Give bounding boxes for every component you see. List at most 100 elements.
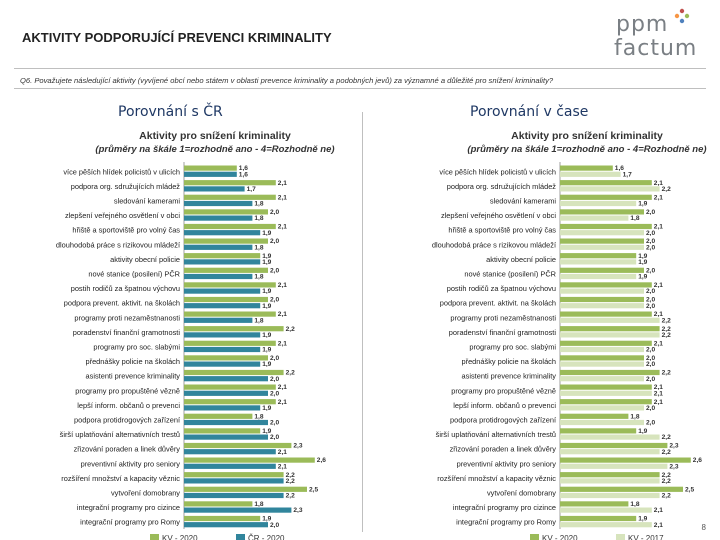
category-label: hřiště a sportoviště pro volný čas: [448, 226, 556, 235]
bar-primary: [184, 340, 276, 346]
category-label: poradenství finanční gramotnosti: [449, 328, 557, 337]
category-label: širší uplatňování alternativních trestů: [436, 430, 556, 439]
chart-left: Aktivity pro snížení kriminality (průměry…: [56, 130, 335, 540]
data-label: 2,2: [662, 472, 671, 479]
bar-secondary: [184, 230, 261, 236]
category-label: preventivní aktivity pro seniory: [457, 459, 557, 468]
bar-primary: [184, 457, 315, 463]
category-label: podpora org. sdružujících mládež: [71, 182, 181, 191]
data-label: 2,0: [270, 297, 279, 304]
category-label: hřiště a sportoviště pro volný čas: [72, 226, 180, 235]
data-label: 1,6: [615, 165, 624, 172]
bar-secondary: [184, 419, 268, 426]
bar-primary: [560, 194, 652, 200]
bar-primary: [184, 282, 276, 288]
bar-primary: [184, 194, 276, 200]
data-label: 2,3: [293, 443, 302, 450]
bar-secondary: [184, 405, 261, 411]
bar-secondary: [560, 478, 660, 484]
data-label: 2,1: [278, 463, 287, 470]
category-label: vytvoření domobrany: [487, 489, 556, 498]
bar-primary: [560, 413, 629, 419]
data-label: 1,7: [623, 171, 632, 178]
data-label: 2,1: [654, 390, 663, 397]
data-label: 1,8: [254, 274, 263, 281]
logo-line-2: factum: [614, 36, 698, 61]
category-label: podpora prevent. aktivit. na školách: [64, 299, 180, 308]
data-label: 2,0: [270, 267, 279, 274]
bar-primary: [184, 384, 276, 390]
bar-secondary: [184, 376, 268, 382]
data-label: 2,2: [286, 370, 295, 377]
bar-secondary: [184, 303, 261, 309]
data-label: 1,9: [262, 230, 271, 237]
category-label: zřizování poraden a linek důvěry: [74, 445, 181, 454]
data-label: 2,1: [278, 180, 287, 187]
data-label: 2,2: [662, 326, 671, 333]
bar-secondary: [560, 419, 644, 426]
data-label: 1,9: [262, 428, 271, 435]
legend-swatch: [530, 534, 539, 540]
data-label: 2,2: [286, 493, 295, 500]
bar-secondary: [184, 171, 237, 177]
bar-primary: [560, 472, 660, 478]
category-label: programy proti nezaměstnanosti: [450, 313, 556, 322]
chart-right: Aktivity pro snížení kriminality (průměry…: [432, 130, 707, 540]
category-label: podpora protidrogových zařízení: [450, 416, 557, 425]
data-label: 1,8: [254, 501, 263, 508]
bar-primary: [560, 223, 652, 230]
data-label: 2,0: [270, 522, 279, 529]
data-label: 1,9: [638, 201, 647, 208]
category-label: širší uplatňování alternativních trestů: [60, 430, 180, 439]
category-label: vytvoření domobrany: [111, 489, 180, 498]
category-label: asistenti prevence kriminality: [462, 372, 557, 381]
bar-primary: [560, 326, 660, 332]
data-label: 2,2: [286, 472, 295, 479]
data-label: 2,0: [646, 230, 655, 237]
bar-secondary: [560, 317, 660, 323]
category-label: integrační programy pro cizince: [77, 503, 180, 512]
data-label: 2,1: [654, 311, 663, 318]
data-label: 2,1: [278, 224, 287, 231]
category-label: zlepšení veřejného osvětlení v obci: [441, 211, 556, 220]
left-section-heading: Porovnání s ČR: [118, 104, 223, 120]
bar-secondary: [560, 230, 644, 236]
category-label: aktivity obecní policie: [486, 255, 556, 264]
category-label: programy pro soc. slabými: [93, 343, 180, 352]
ppm-factum-logo: ppm factum: [610, 8, 698, 64]
data-label: 1,9: [638, 428, 647, 435]
bar-primary: [560, 399, 652, 405]
bar-primary: [184, 238, 268, 244]
bar-primary: [184, 369, 284, 376]
header-divider: [14, 68, 706, 69]
bar-secondary: [560, 332, 660, 338]
category-label: dlouhodobá práce s rizikovou mládeží: [56, 240, 181, 249]
data-label: 2,1: [278, 340, 287, 347]
category-label: integrační programy pro Romy: [80, 518, 180, 527]
legend-label: KV - 2020: [162, 534, 198, 540]
data-label: 2,0: [270, 376, 279, 383]
data-label: 2,2: [286, 326, 295, 333]
data-label: 2,0: [646, 288, 655, 295]
bar-primary: [560, 501, 629, 507]
data-label: 2,0: [270, 434, 279, 441]
data-label: 2,1: [654, 180, 663, 187]
bar-primary: [184, 223, 276, 230]
data-label: 1,8: [254, 215, 263, 222]
data-label: 2,0: [270, 390, 279, 397]
data-label: 2,0: [646, 347, 655, 354]
data-label: 1,9: [638, 259, 647, 266]
category-label: více pěších hlídek policistů v ulicích: [63, 167, 180, 176]
data-label: 1,8: [630, 413, 639, 420]
bar-secondary: [560, 259, 637, 265]
data-label: 2,0: [270, 238, 279, 245]
bar-primary: [184, 399, 276, 405]
category-label: poradenství finanční gramotnosti: [73, 328, 181, 337]
legend-swatch: [616, 534, 625, 540]
category-label: zlepšení veřejného osvětlení v obci: [65, 211, 180, 220]
category-label: postih rodičů za špatnou výchovu: [71, 284, 180, 293]
bar-primary: [560, 282, 652, 288]
data-label: 2,1: [278, 194, 287, 201]
bar-primary: [184, 486, 307, 492]
bar-primary: [184, 180, 276, 186]
